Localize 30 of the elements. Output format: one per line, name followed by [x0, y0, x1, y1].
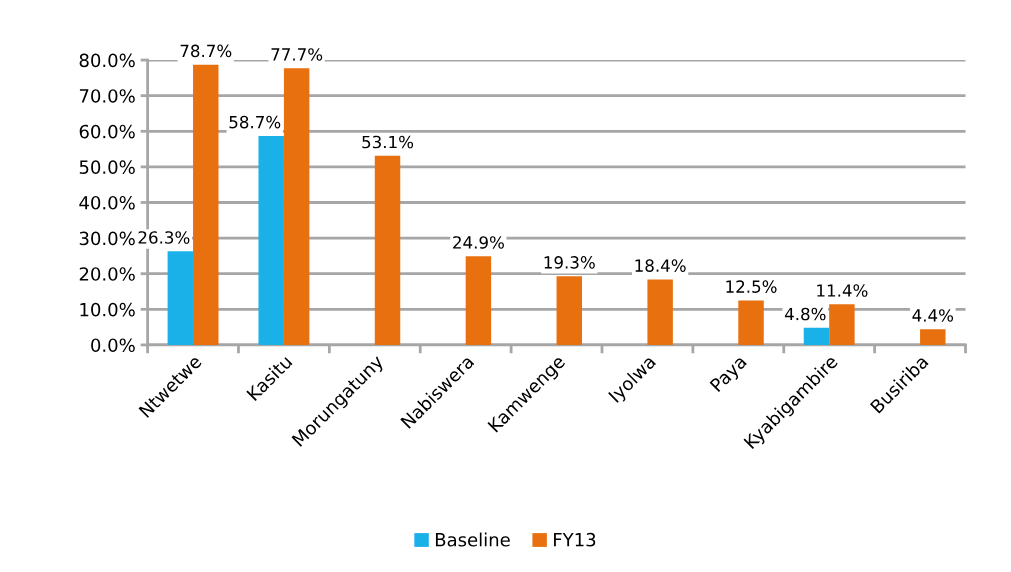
bar: [803, 327, 830, 345]
bar: [283, 68, 310, 345]
data-label: 24.9%: [453, 236, 504, 249]
y-tick-label: 40.0%: [79, 195, 135, 210]
y-tick-label: 0.0%: [91, 338, 135, 353]
y-tick-label: 60.0%: [79, 124, 135, 139]
y-tick-label: 70.0%: [79, 89, 135, 103]
data-label: 12.5%: [726, 280, 777, 293]
bar: [465, 256, 492, 345]
y-tick-label: 20.0%: [79, 267, 135, 281]
legend-label: Baseline: [435, 532, 510, 547]
bar: [829, 304, 855, 345]
bar: [647, 279, 673, 345]
data-label: 78.7%: [180, 44, 232, 58]
data-label: 19.3%: [544, 256, 595, 269]
y-tick-label: 50.0%: [79, 160, 135, 174]
bar: [738, 300, 764, 345]
bar: [920, 329, 946, 345]
legend-label: FY13: [554, 532, 596, 547]
y-tick-label: 80.0%: [79, 53, 135, 68]
data-label: 18.4%: [635, 259, 686, 272]
data-label: 4.4%: [912, 309, 954, 322]
data-label: 58.7%: [229, 115, 281, 129]
data-label: 26.3%: [138, 231, 190, 244]
data-label: 53.1%: [362, 135, 414, 149]
y-tick-label: 10.0%: [80, 302, 135, 317]
data-label: 77.7%: [271, 48, 323, 61]
data-label: 11.4%: [817, 284, 868, 297]
data-label: 4.8%: [784, 307, 826, 321]
y-tick-label: 30.0%: [79, 231, 135, 246]
